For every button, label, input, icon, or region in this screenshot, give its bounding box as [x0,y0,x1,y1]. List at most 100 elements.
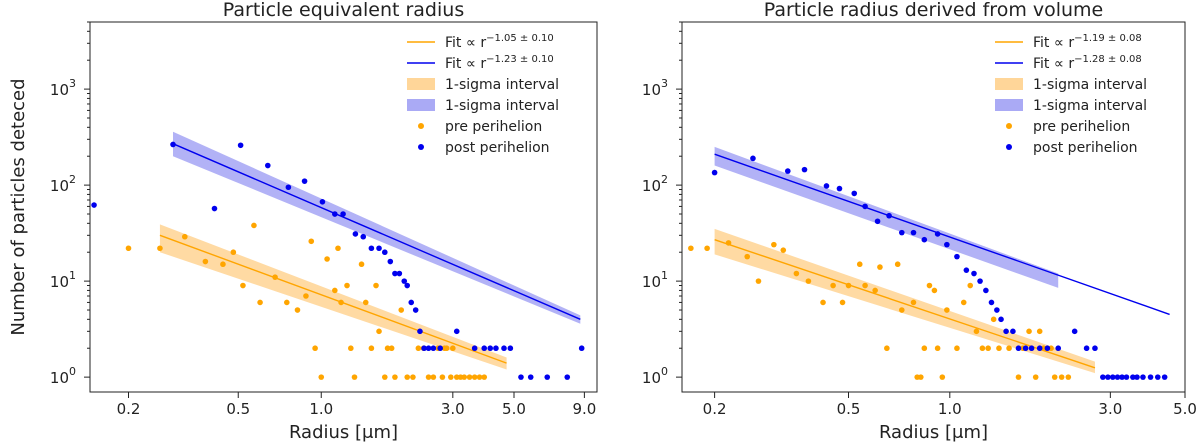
post-perihelion-point [801,166,808,173]
pre-perihelion-point [230,249,237,256]
pre-perihelion-point [443,345,450,352]
post-perihelion-point [430,345,437,352]
legend-fit-name: Fit ∝ r [445,35,486,51]
x-tick-label: 5.0 [502,400,526,418]
legend-fit-label: Fit ∝ r−1.19 ± 0.08 [1033,33,1142,51]
y-tick-base: 10 [642,369,661,387]
pre-perihelion-point [240,282,246,289]
post-perihelion-point [507,345,514,352]
pre-perihelion-point [157,245,163,252]
pre-perihelion-point [793,270,800,277]
post-perihelion-point [851,190,858,197]
post-perihelion-point [417,328,423,335]
post-perihelion-point [998,316,1004,323]
legend-dot-swatch [418,123,424,129]
post-perihelion-point [1071,328,1078,335]
pre-perihelion-point [725,240,732,246]
post-perihelion-point [211,205,218,212]
post-perihelion-point [285,184,292,191]
post-perihelion-point [91,202,97,208]
post-perihelion-point [471,345,478,352]
post-perihelion-series [711,155,1168,380]
post-fit-line [172,143,581,320]
pre-perihelion-point [294,307,301,313]
y-tick-base: 10 [642,81,661,99]
post-perihelion-point [544,374,551,380]
pre-perihelion-point [910,299,917,306]
post-perihelion-point [1055,345,1062,352]
legend-band-swatch [407,78,435,90]
post-perihelion-point [1105,374,1111,380]
pre-perihelion-point [404,374,411,380]
post-perihelion-point [898,229,905,236]
pre-perihelion-point [392,374,398,380]
x-tick-label: 5.0 [1173,400,1197,418]
pre-perihelion-point [303,293,309,299]
pre-perihelion-series [125,222,488,380]
pre-perihelion-point [283,299,290,306]
y-tick-exponent: 1 [69,269,76,282]
pre-perihelion-point [979,345,986,352]
post-perihelion-point [518,374,524,380]
post-perihelion-point [376,245,382,252]
pre-perihelion-series [688,240,1072,380]
pre-perihelion-point [388,345,395,352]
y-tick-base: 10 [642,177,661,195]
post-perihelion-point [1100,374,1106,380]
pre-perihelion-point [926,282,933,289]
pre-perihelion-point [1015,374,1022,380]
pre-perihelion-point [312,345,318,352]
post-perihelion-point [1109,374,1116,380]
x-tick-label: 1.0 [309,400,333,418]
pre-perihelion-point [877,264,883,270]
pre-perihelion-point [348,345,354,352]
pre-fit-line [159,234,507,364]
pre-perihelion-point [257,299,263,306]
pre-perihelion-point [362,299,369,306]
chart-title: Particle equivalent radius [223,0,464,21]
post-perihelion-point [836,185,843,192]
x-tick-label: 1.0 [938,400,962,418]
chart-panel-2: Particle radius derived from volume10010… [642,0,1197,442]
pre-perihelion-point [335,245,341,252]
x-tick-label: 3.0 [441,400,465,418]
post-perihelion-point [564,374,571,380]
pre-perihelion-point [439,374,446,380]
pre-perihelion-point [830,282,836,289]
post-perihelion-point [1010,328,1016,335]
y-tick-label: 102 [642,173,668,195]
pre-perihelion-point [805,278,812,284]
post-perihelion-point [711,169,718,176]
x-tick-label: 0.2 [117,400,141,418]
post-perihelion-point [453,328,460,335]
x-axis-label: Radius [μm] [289,422,398,442]
legend-band-swatch [995,78,1023,90]
pre-perihelion-point [430,374,437,380]
post-perihelion-point [1022,345,1029,352]
legend-fit-label: Fit ∝ r−1.28 ± 0.08 [1033,54,1142,72]
pre-perihelion-point [1006,345,1012,352]
post-perihelion-point [963,267,970,273]
post-perihelion-point [412,307,419,313]
pre-perihelion-point [771,241,777,248]
pre-perihelion-point [376,328,382,335]
legend-fit-label: Fit ∝ r−1.05 ± 0.10 [445,33,554,51]
post-perihelion-point [170,141,176,148]
pre-perihelion-point [410,374,416,380]
y-tick-exponent: 2 [69,173,76,186]
post-perihelion-point [1083,345,1090,352]
post-perihelion-point [340,211,346,217]
post-perihelion-point [408,299,415,306]
pre-perihelion-point [954,345,960,352]
pre-perihelion-point [202,258,209,265]
legend-fit-label: Fit ∝ r−1.23 ± 0.10 [445,54,554,72]
post-perihelion-point [1003,328,1009,335]
post-perihelion-point [381,249,388,256]
pre-perihelion-point [251,222,257,229]
y-tick-exponent: 3 [69,77,76,90]
pre-perihelion-point [381,374,388,380]
pre-perihelion-point [780,247,787,253]
y-tick-base: 10 [642,273,661,291]
